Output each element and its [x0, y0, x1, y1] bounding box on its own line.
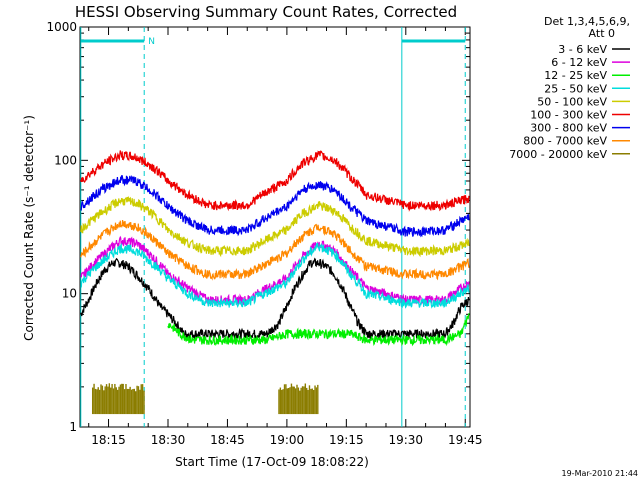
- series-line-3-6-kev: [80, 257, 470, 341]
- plot-frame: [79, 26, 471, 428]
- legend-label-12-25-kev: 12 - 25 keV: [544, 69, 607, 82]
- series-line-6-12-kev: [80, 235, 470, 307]
- x-tick-label: 18:30: [151, 433, 186, 447]
- x-tick-label: 19:15: [329, 433, 364, 447]
- legend-label-6-12-kev: 6 - 12 keV: [551, 56, 607, 69]
- x-tick-label: 18:15: [91, 433, 126, 447]
- y-axis-label: Corrected Count Rate (s⁻¹ detector⁻¹): [22, 115, 36, 341]
- series-line-12-25-kev: [167, 313, 470, 347]
- x-tick-label: 19:30: [388, 433, 423, 447]
- series-line-300-800-kev: [80, 174, 470, 238]
- legend-header-line-1: Det 1,3,4,5,6,9,: [544, 15, 630, 28]
- legend-label-50-100-kev: 50 - 100 keV: [537, 95, 607, 108]
- series-line-800-7000-kev: [80, 219, 470, 281]
- x-tick-label: 18:45: [210, 433, 245, 447]
- x-tick-label: 19:00: [270, 433, 305, 447]
- legend-label-7000-20000-kev: 7000 - 20000 keV: [509, 148, 607, 161]
- legend-header-line-2: Att 0: [589, 27, 615, 40]
- y-tick-label: 1000: [46, 20, 77, 34]
- legend-label-300-800-kev: 300 - 800 keV: [530, 122, 607, 135]
- legend-label-25-50-kev: 25 - 50 keV: [544, 82, 607, 95]
- legend-label-800-7000-kev: 800 - 7000 keV: [523, 135, 607, 148]
- legend-label-3-6-kev: 3 - 6 keV: [558, 43, 607, 56]
- chart-title: HESSI Observing Summary Count Rates, Cor…: [75, 3, 457, 21]
- y-tick-label: 1: [69, 420, 77, 434]
- y-tick-label: 100: [54, 153, 77, 167]
- marker-bar-label: N: [148, 37, 155, 47]
- chart-marks: 1 10 100 1000 18:15 18:30 18:45 19:00 19:15 19:30…: [46, 20, 630, 447]
- series-line-50-100-kev: [80, 195, 470, 258]
- legend-label-100-300-kev: 100 - 300 keV: [530, 109, 607, 122]
- x-tick-label: 19:45: [448, 433, 483, 447]
- series-line-25-50-kev: [80, 242, 470, 309]
- y-tick-label: 10: [62, 287, 77, 301]
- x-axis-label: Start Time (17-Oct-09 18:08:22): [175, 455, 369, 469]
- series-line-100-300-kev: [80, 149, 470, 212]
- footer-timestamp: 19-Mar-2010 21:44: [562, 469, 639, 478]
